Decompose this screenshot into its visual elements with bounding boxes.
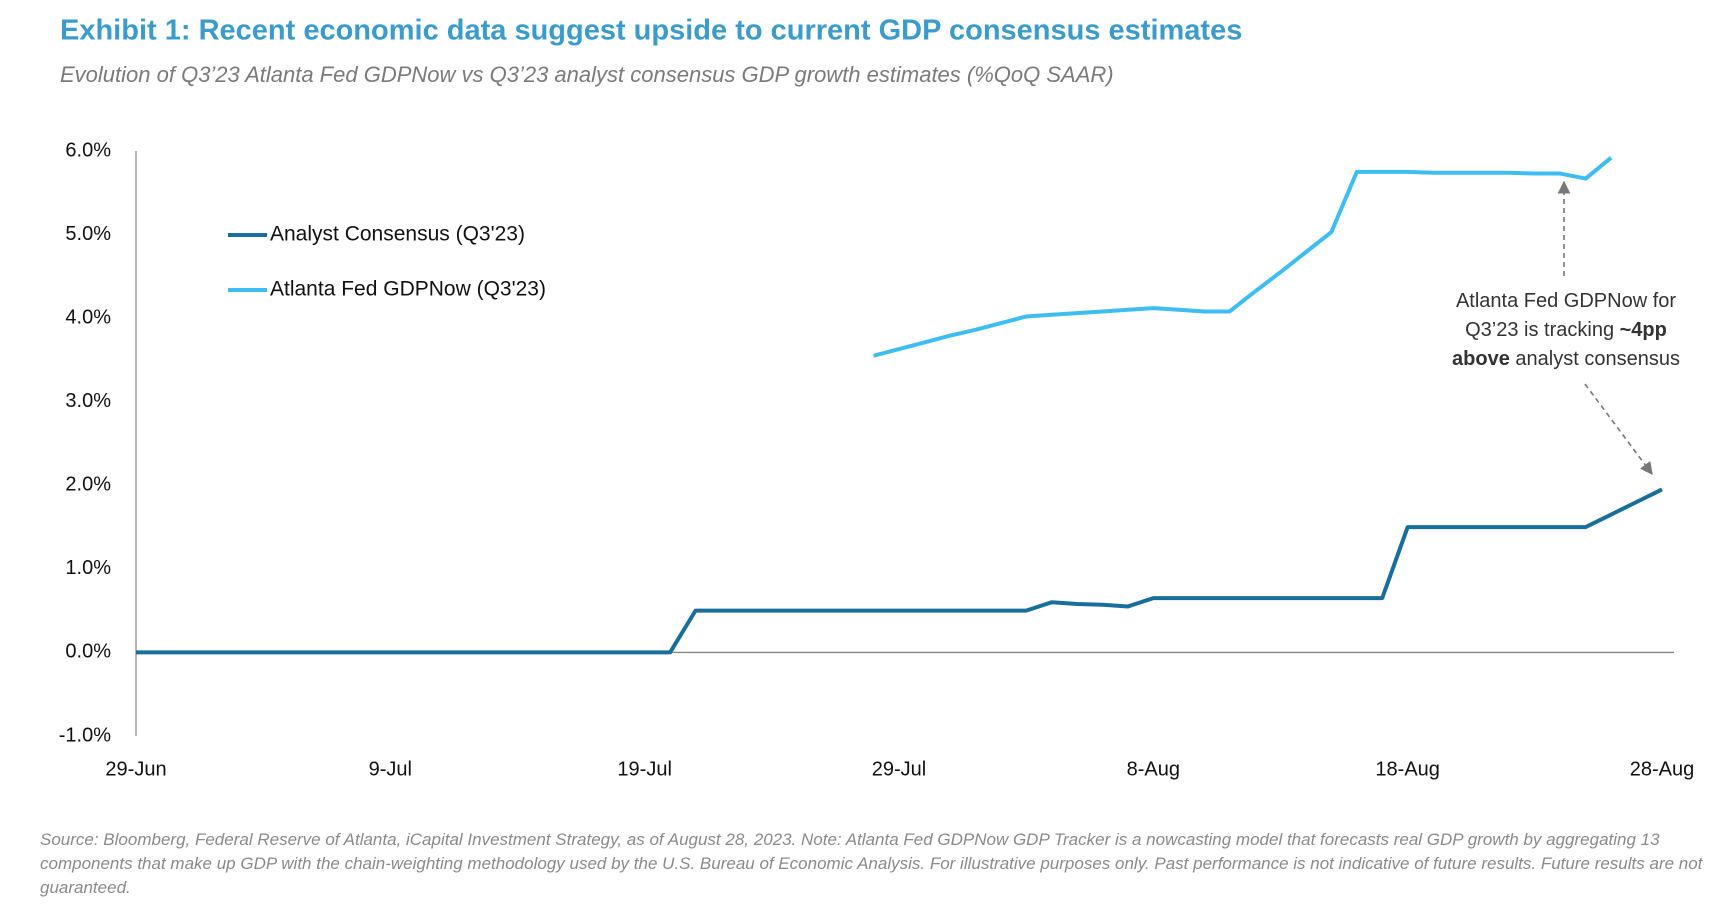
y-tick-label: 0.0% [65, 641, 111, 663]
x-tick-label: 29-Jun [105, 758, 166, 780]
y-tick-label: 4.0% [65, 306, 111, 328]
chart-subtitle: Evolution of Q3’23 Atlanta Fed GDPNow vs… [60, 62, 1114, 87]
y-tick-label: 3.0% [65, 390, 111, 412]
y-tick-label: 5.0% [65, 223, 111, 245]
y-tick-label: -1.0% [59, 724, 111, 746]
x-tick-label: 29-Jul [872, 758, 926, 780]
annotation: Q3’23 is tracking ~4pp [1465, 319, 1667, 341]
source-note: Source: Bloomberg, Federal Reserve of At… [40, 830, 1703, 897]
x-tick-label: 9-Jul [369, 758, 412, 780]
chart-title: Exhibit 1: Recent economic data suggest … [60, 15, 1242, 47]
series-line [136, 487, 1663, 655]
annotation-part: analyst consensus [1510, 348, 1680, 370]
y-tick-label: 1.0% [65, 557, 111, 579]
chart: Exhibit 1: Recent economic data suggest … [59, 15, 1695, 781]
legend-label: Analyst Consensus (Q3'23) [270, 223, 525, 246]
x-tick-label: 28-Aug [1630, 758, 1695, 780]
annotation-part: Atlanta Fed GDPNow for [1456, 290, 1676, 312]
y-tick-label: 6.0% [65, 139, 111, 161]
annotation-part: above [1452, 348, 1510, 370]
annotation: above analyst consensus [1452, 348, 1680, 370]
annotation-part: ~4pp [1620, 319, 1667, 341]
x-tick-label: 18-Aug [1375, 758, 1440, 780]
annotation-part: Q3’23 is tracking [1465, 319, 1620, 341]
legend-label: Atlanta Fed GDPNow (Q3'23) [270, 278, 546, 301]
x-tick-label: 19-Jul [617, 758, 671, 780]
y-tick-label: 2.0% [65, 474, 111, 496]
series-line [873, 156, 1613, 358]
x-tick-label: 8-Aug [1127, 758, 1180, 780]
annotation: Atlanta Fed GDPNow for [1456, 290, 1676, 312]
annotation-arrow [1584, 383, 1653, 476]
